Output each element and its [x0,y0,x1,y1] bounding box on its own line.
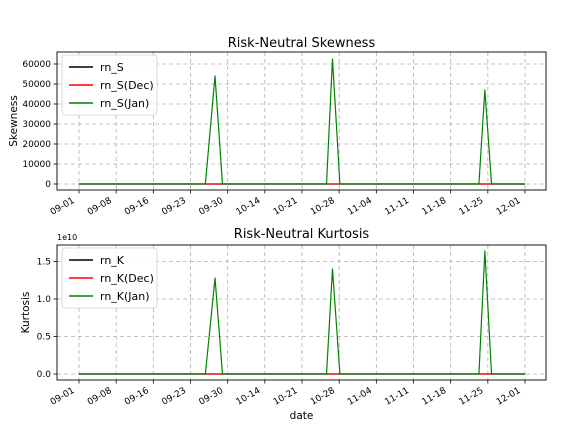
x-tick-label: 11-04 [346,196,374,218]
x-tick-label: 10-14 [235,386,263,408]
x-tick-label: 12-01 [495,196,523,218]
legend-box [61,54,158,116]
axes-frame [56,51,547,191]
chart-panel-2: Risk-Neutral Kurtosis 09-01 09-08 09-16 09-2… [20,227,547,422]
y-tick-label: 10000 [22,160,51,170]
x-tick-label: 10-14 [235,196,263,218]
y-tick-label: 1.5 [37,258,51,268]
axes-frame [56,244,547,381]
legend: rn_S rn_S(Dec) rn_S(Jan) [61,54,158,116]
y-tick-label: 60000 [22,60,51,70]
x-tick-label: 11-04 [346,386,374,408]
series-line-rn-k-jan- [79,250,525,375]
y-tick-label: 20000 [22,140,51,150]
chart-panel-1: Risk-Neutral Skewness 09-01 09-08 09-16 09-2… [8,36,547,218]
y-tick-label: 0.5 [37,333,51,343]
y-tick-label: 50000 [22,80,51,90]
x-tick-label: 09-16 [123,196,151,218]
x-tick-label: 09-23 [160,386,188,408]
x-tick-label: 09-30 [198,386,226,408]
x-tick-label: 11-18 [421,196,449,218]
x-tick-label: 11-25 [458,196,486,218]
y-axis-label: Skewness [8,95,20,146]
y-offset-label: 1e10 [57,233,77,242]
y-tick-label: 40000 [22,100,51,110]
x-tick-label: 10-21 [272,386,300,408]
x-tick-label: 11-25 [458,386,486,408]
x-tick-label: 11-18 [421,386,449,408]
series-line-rn-s-jan- [79,58,525,185]
x-tick-label: 10-21 [272,196,300,218]
y-axis-label: Kurtosis [20,292,32,334]
y-tick-label: 30000 [22,120,51,130]
x-tick-label: 10-28 [309,386,337,408]
y-tick-label: 1.0 [37,295,52,305]
legend-label: rn_K(Jan) [100,290,150,303]
legend-label: rn_S [100,61,124,74]
x-tick-label: 09-08 [86,196,114,218]
chart-title: Risk-Neutral Kurtosis [234,227,370,242]
x-tick-label: 09-30 [198,196,226,218]
x-tick-label: 09-16 [123,386,151,408]
x-axis-label: date [290,410,314,422]
x-tick-label: 11-11 [383,196,411,218]
legend: rn_K rn_K(Dec) rn_K(Jan) [61,247,158,309]
y-tick-label: 0.0 [37,370,52,380]
legend-box [61,247,158,309]
legend-label: rn_K [100,254,125,267]
legend-label: rn_S(Dec) [100,79,154,92]
x-tick-label: 09-01 [49,196,77,218]
y-tick-label: 0 [45,180,51,190]
legend-label: rn_S(Jan) [100,97,149,110]
x-tick-label: 11-11 [383,386,411,408]
x-tick-label: 09-23 [160,196,188,218]
legend-label: rn_K(Dec) [100,272,154,285]
x-tick-label: 09-08 [86,386,114,408]
x-tick-label: 10-28 [309,196,337,218]
x-tick-label: 12-01 [495,386,523,408]
chart-title: Risk-Neutral Skewness [228,36,376,51]
x-tick-label: 09-01 [49,386,77,408]
